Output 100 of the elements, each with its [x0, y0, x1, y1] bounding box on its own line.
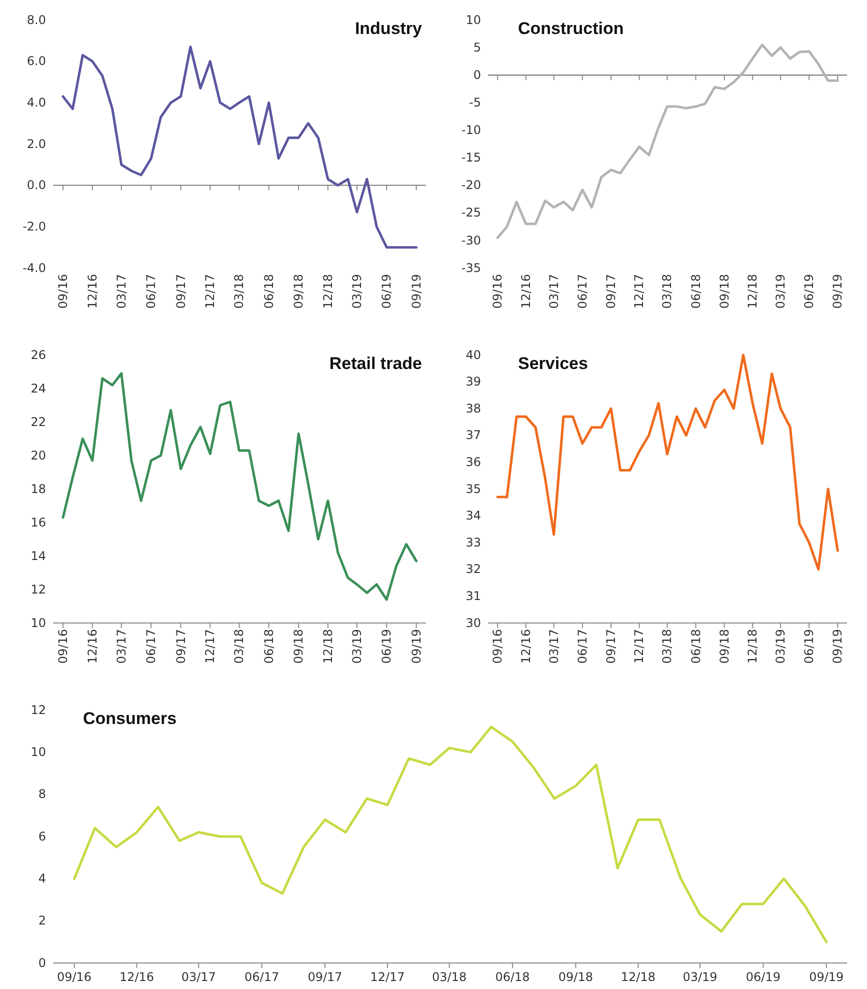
line-series	[496, 44, 839, 239]
x-tick-label: 03/17	[546, 629, 561, 664]
y-tick-label: -25	[461, 206, 481, 220]
x-tick-label: 03/18	[660, 629, 674, 664]
x-tick-label: 09/18	[717, 629, 732, 664]
y-tick-label: -15	[461, 150, 481, 165]
y-tick-label: 26	[30, 348, 46, 362]
x-tick-label: 03/18	[232, 274, 246, 309]
x-tick-label: 06/18	[688, 629, 703, 664]
x-tick-label: 03/17	[114, 629, 128, 664]
x-tick-label: 12/17	[203, 629, 218, 664]
y-tick-label: 6	[38, 829, 46, 844]
x-tick-label: 12/18	[620, 970, 656, 984]
x-tick-label: 06/18	[688, 274, 703, 309]
y-tick-label: 33	[466, 535, 481, 550]
y-tick-label: 0	[38, 956, 46, 970]
x-tick-label: 09/17	[308, 970, 342, 984]
y-tick-label: -4.0	[22, 260, 46, 275]
x-tick-label: 12/17	[632, 274, 646, 309]
x-tick-label: 12/16	[85, 274, 100, 309]
x-tick-label: 06/17	[144, 274, 158, 309]
y-tick-label: 31	[466, 589, 481, 604]
y-tick-label: 12	[30, 582, 46, 596]
y-tick-label: 18	[30, 482, 46, 496]
x-tick-label: 09/18	[292, 629, 306, 664]
y-tick-label: 24	[30, 381, 46, 396]
y-tick-label: -30	[461, 233, 481, 248]
y-tick-label: 0	[473, 68, 481, 82]
x-tick-label: 03/19	[774, 274, 788, 309]
x-tick-label: 06/17	[244, 970, 280, 984]
y-tick-label: 36	[466, 455, 481, 470]
line-series	[496, 354, 839, 571]
y-tick-label: 8	[38, 787, 46, 802]
x-tick-label: 09/17	[174, 274, 188, 309]
chart-title: Industry	[354, 19, 423, 38]
x-tick-label: 09/16	[490, 274, 505, 309]
line-series	[62, 46, 418, 249]
y-tick-label: 34	[466, 508, 481, 523]
x-tick-label: 06/19	[380, 629, 394, 664]
y-tick-label: 12	[30, 702, 46, 717]
x-tick-label: 12/16	[120, 970, 154, 984]
x-tick-label: 09/18	[292, 274, 306, 309]
x-tick-label: 03/19	[350, 629, 364, 664]
x-tick-label: 03/17	[181, 970, 216, 984]
x-tick-label: 09/19	[409, 274, 424, 309]
y-tick-label: -20	[461, 178, 481, 192]
x-tick-label: 03/17	[114, 274, 128, 309]
x-tick-label: 06/18	[495, 970, 530, 984]
x-tick-label: 09/16	[56, 629, 70, 664]
x-tick-label: 03/18	[432, 970, 467, 984]
x-tick-label: 12/18	[746, 629, 760, 664]
y-tick-label: 6.0	[26, 54, 46, 68]
x-tick-label: 06/19	[746, 970, 780, 984]
x-tick-label: 03/18	[660, 274, 674, 309]
x-tick-label: 12/17	[203, 274, 218, 309]
y-tick-label: 38	[466, 401, 481, 416]
x-tick-label: 12/18	[320, 274, 335, 309]
x-tick-label: 09/16	[56, 970, 92, 984]
x-tick-label: 06/19	[802, 274, 816, 309]
chart-title: Services	[518, 354, 588, 373]
x-tick-label: 09/17	[604, 274, 618, 309]
y-tick-label: 10	[30, 616, 46, 630]
x-tick-label: 09/19	[830, 274, 845, 309]
x-tick-label: 06/17	[144, 629, 158, 664]
y-tick-label: 4	[38, 872, 46, 886]
chart-title: Retail trade	[329, 354, 422, 373]
x-tick-label: 09/18	[558, 970, 593, 984]
x-tick-label: 09/18	[717, 274, 732, 309]
line-series	[62, 372, 418, 601]
x-tick-label: 06/17	[575, 629, 590, 664]
chart-title: Consumers	[83, 709, 177, 728]
y-tick-label: 39	[466, 374, 481, 389]
x-tick-label: 09/16	[56, 274, 70, 309]
x-tick-label: 09/19	[830, 629, 845, 664]
x-tick-label: 03/19	[682, 970, 718, 984]
x-tick-label: 09/17	[174, 629, 188, 664]
x-tick-label: 06/18	[262, 274, 276, 309]
y-tick-label: 37	[466, 428, 481, 442]
x-tick-label: 03/19	[774, 629, 788, 664]
y-tick-label: -10	[461, 123, 481, 138]
y-tick-label: 8.0	[26, 12, 46, 27]
x-tick-label: 06/19	[802, 629, 816, 664]
y-tick-label: 14	[30, 548, 46, 563]
y-tick-label: -2.0	[22, 220, 46, 234]
x-tick-label: 12/17	[632, 629, 646, 664]
y-tick-label: 0.0	[26, 178, 46, 192]
x-tick-label: 12/18	[746, 274, 760, 309]
y-tick-label: 4.0	[26, 96, 46, 110]
x-tick-label: 03/18	[232, 629, 246, 664]
y-tick-label: -35	[461, 260, 481, 275]
y-tick-label: 2.0	[26, 136, 46, 151]
x-tick-label: 12/18	[320, 629, 335, 664]
x-tick-label: 06/19	[380, 274, 394, 309]
y-tick-label: 10	[466, 12, 481, 27]
x-tick-label: 12/17	[370, 970, 405, 984]
y-tick-label: -5	[469, 96, 481, 110]
x-tick-label: 09/16	[490, 629, 505, 664]
x-tick-label: 12/16	[518, 629, 533, 664]
x-tick-label: 12/16	[85, 629, 100, 664]
y-tick-label: 20	[30, 448, 46, 462]
